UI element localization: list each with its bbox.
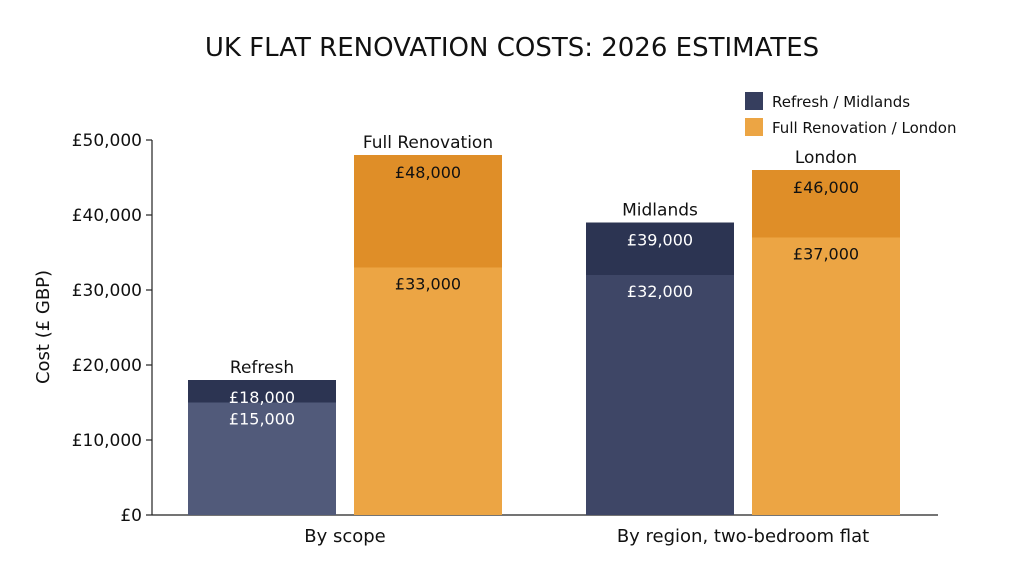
x-group-label: By scope: [304, 526, 386, 547]
bar-segment-low: [752, 237, 900, 515]
bar-refresh: Refresh £18,000 £15,000: [188, 358, 336, 515]
legend: Refresh / Midlands Full Renovation / Lond…: [745, 92, 956, 137]
legend-label: Full Renovation / London: [772, 119, 956, 137]
y-tick-label: £30,000: [72, 281, 142, 301]
legend-label: Refresh / Midlands: [772, 93, 910, 111]
y-axis-label: Cost (£ GBP): [33, 270, 54, 384]
chart-title: UK FLAT RENOVATION COSTS: 2026 ESTIMATES: [205, 33, 819, 63]
bars-layer: Refresh £18,000 £15,000 Full Renovation £48,…: [188, 133, 900, 515]
bar-segment-high: [354, 155, 502, 268]
x-group-label: By region, two-bedroom flat: [617, 526, 869, 547]
bar-segment-low: [354, 267, 502, 515]
bar-low-value-label: £37,000: [793, 245, 859, 264]
bar-high-value-label: £39,000: [627, 231, 693, 250]
bar-low-value-label: £33,000: [395, 275, 461, 294]
legend-item: Full Renovation / London: [745, 118, 956, 137]
legend-swatch: [745, 92, 763, 110]
bar-segment-high: [586, 222, 734, 275]
bar-london: London £46,000 £37,000: [752, 148, 900, 515]
bar-name-label: London: [795, 148, 857, 168]
bar-low-value-label: £15,000: [229, 410, 295, 429]
bar-segment-low: [188, 402, 336, 515]
bar-segment-high: [188, 380, 336, 403]
bar-name-label: Midlands: [622, 201, 698, 221]
legend-item: Refresh / Midlands: [745, 92, 910, 111]
bar-midlands: Midlands £39,000 £32,000: [586, 201, 734, 515]
bar-low-value-label: £32,000: [627, 282, 693, 301]
y-tick-label: £20,000: [72, 356, 142, 376]
y-tick-label: £50,000: [72, 131, 142, 151]
bar-high-value-label: £48,000: [395, 163, 461, 182]
bar-name-label: Full Renovation: [363, 133, 493, 153]
y-tick-label: £0: [120, 506, 142, 526]
y-tick-label: £10,000: [72, 431, 142, 451]
bar-name-label: Refresh: [230, 358, 294, 378]
bar-high-value-label: £18,000: [229, 388, 295, 407]
bar-segment-high: [752, 170, 900, 238]
legend-swatch: [745, 118, 763, 136]
y-tick-label: £40,000: [72, 206, 142, 226]
bar-high-value-label: £46,000: [793, 178, 859, 197]
bar-full-renovation: Full Renovation £48,000 £33,000: [354, 133, 502, 515]
bar-segment-low: [586, 275, 734, 515]
axes: £0 £10,000 £20,000 £30,000 £40,000 £50,000 By …: [72, 131, 938, 547]
